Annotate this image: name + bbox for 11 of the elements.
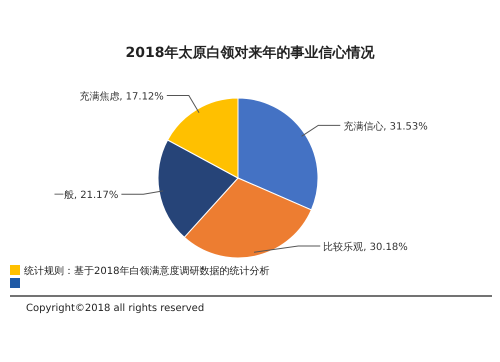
slice-label: 一般, 21.17%: [54, 190, 118, 202]
pie-slice: [158, 139, 238, 238]
pie-slice: [238, 98, 318, 210]
pie-slice: [184, 178, 312, 258]
text: Copyright©2018 all rights reserved: [26, 303, 204, 314]
slice-label: 比较乐观, 30.18%: [323, 241, 408, 253]
slice-label: 充满信心, 31.53%: [343, 120, 428, 132]
slice-label: 充满焦虑, 17.12%: [79, 90, 164, 103]
chart-title: 2018年太原白领对来年的事业信心情况: [126, 44, 376, 61]
pie-slice: [167, 98, 238, 178]
text: 统计规则：基于2018年白领满意度调研数据的统计分析: [24, 265, 270, 277]
